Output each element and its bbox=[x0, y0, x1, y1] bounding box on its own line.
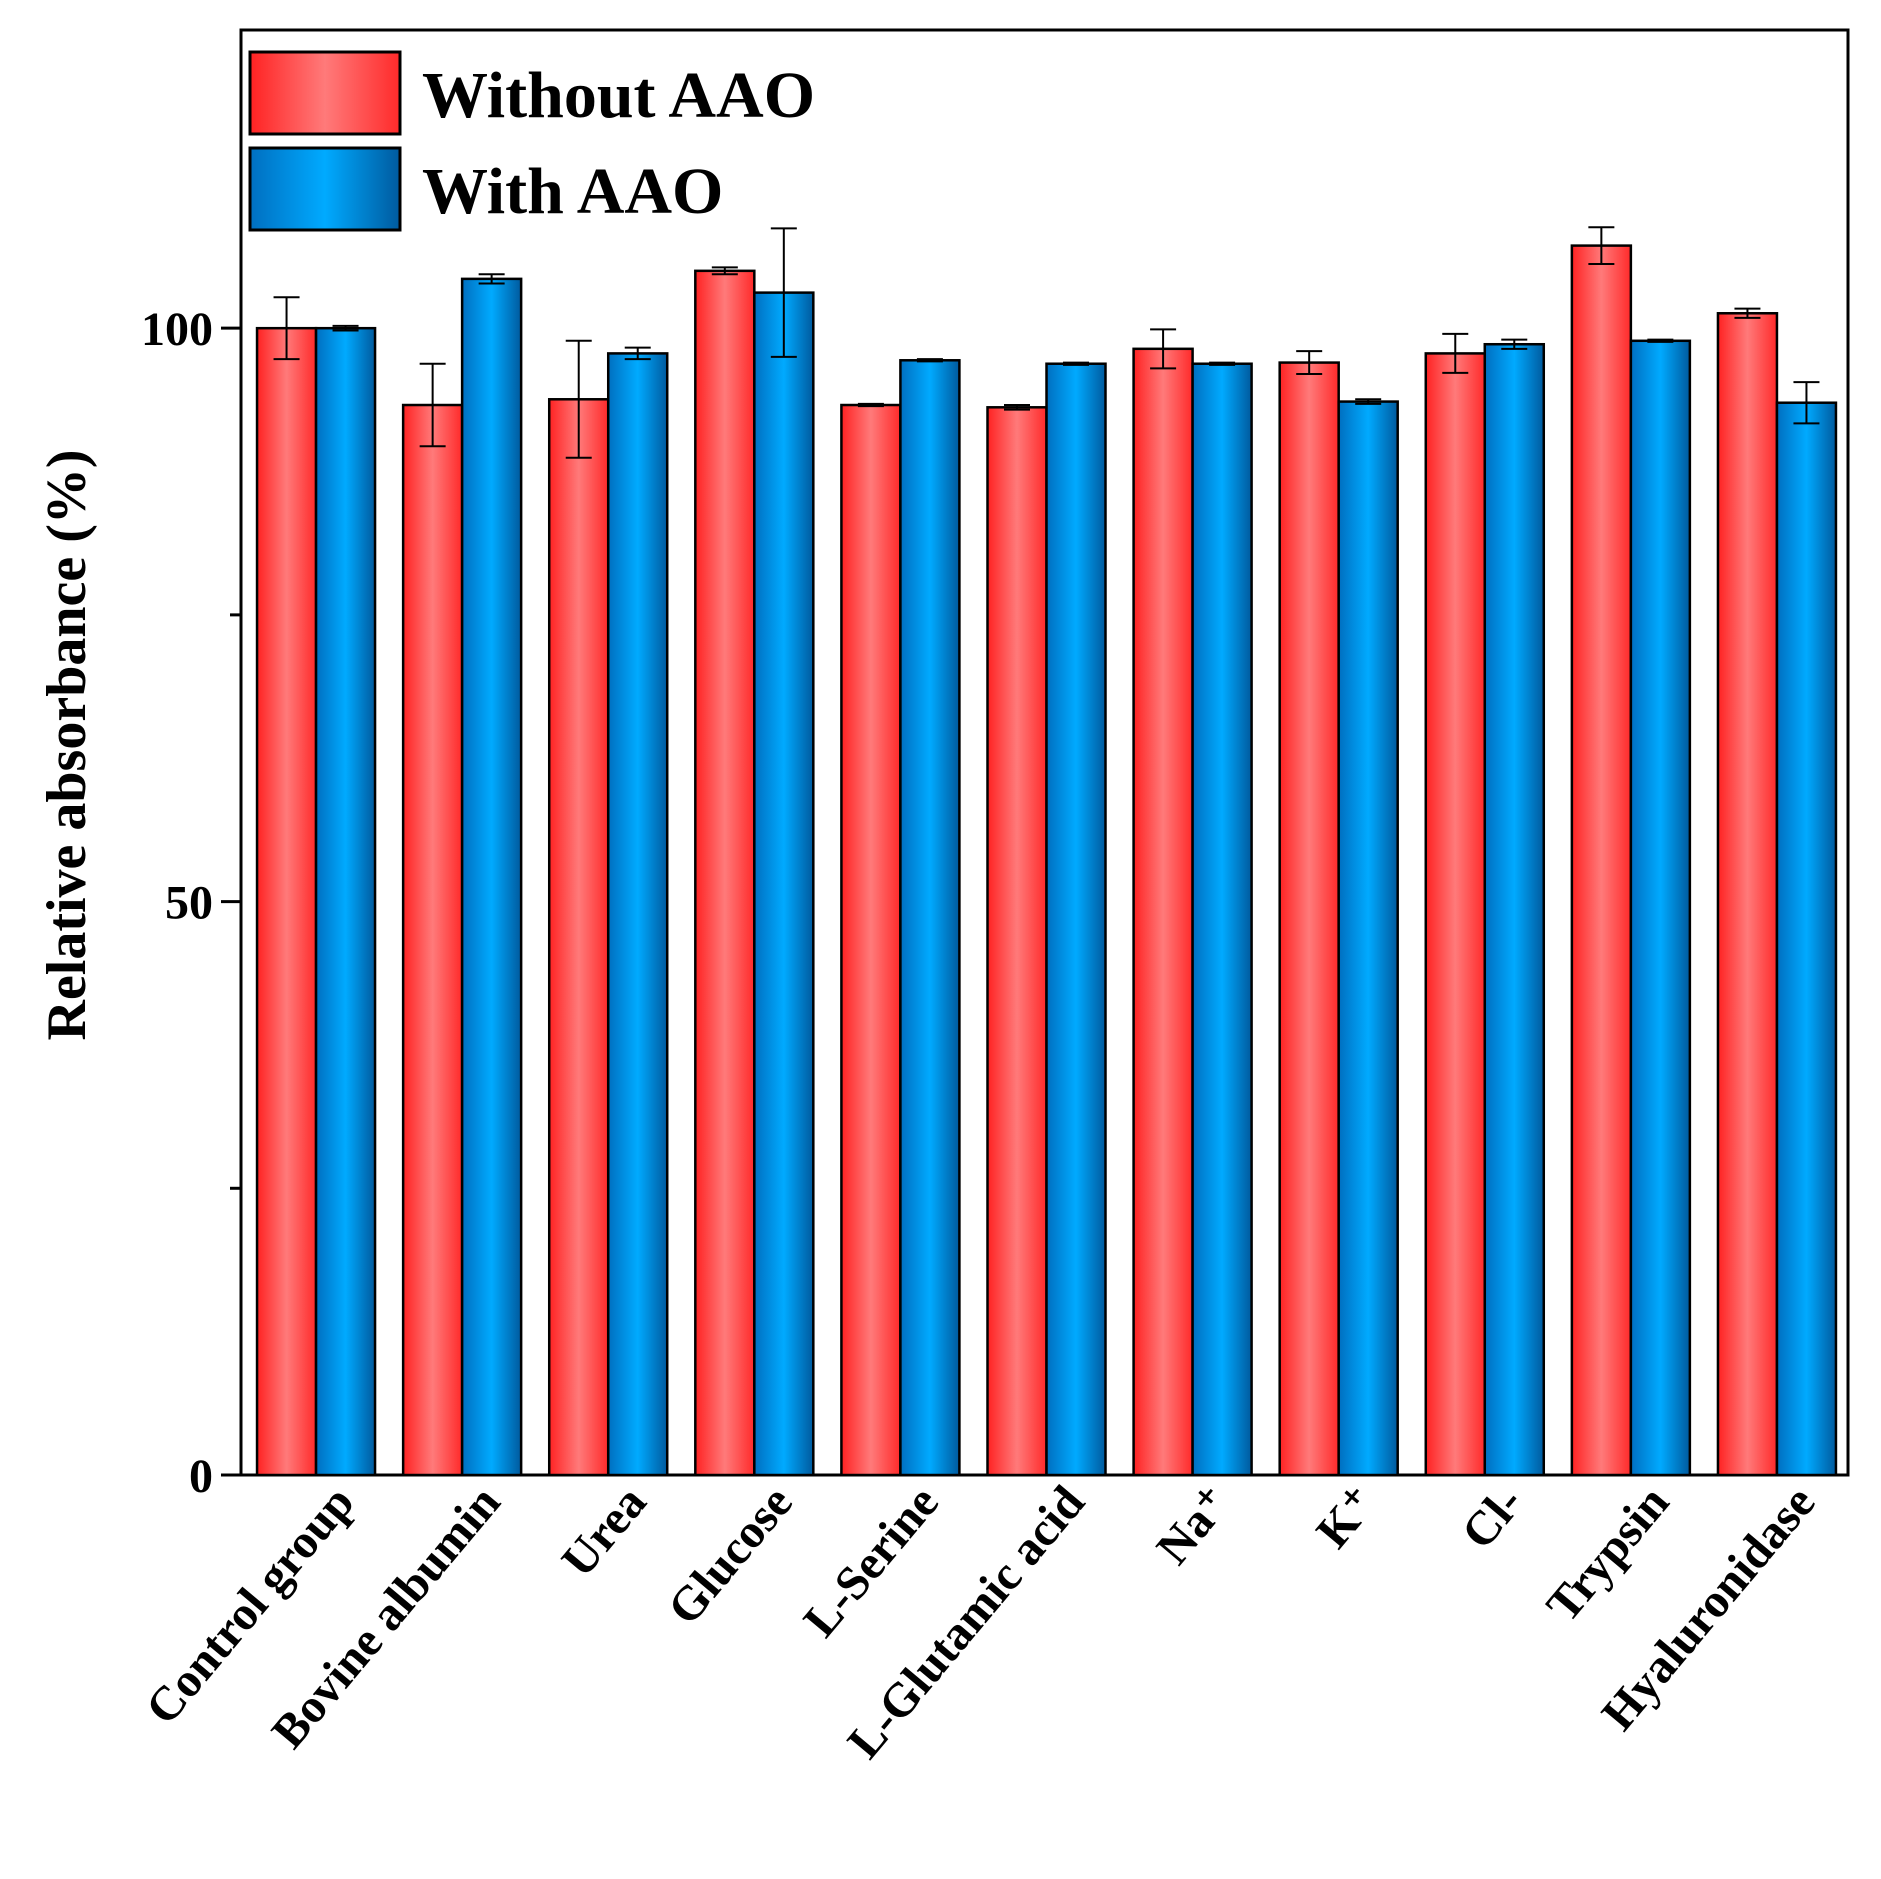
bar bbox=[1132, 347, 1194, 1477]
bar bbox=[1191, 362, 1253, 1477]
bar bbox=[1629, 339, 1692, 1477]
legend-swatch bbox=[248, 146, 402, 232]
bar bbox=[1483, 342, 1546, 1477]
bar bbox=[401, 403, 464, 1477]
bar bbox=[753, 291, 815, 1477]
bar bbox=[1775, 401, 1838, 1477]
bar bbox=[255, 326, 318, 1477]
bar bbox=[1716, 312, 1779, 1477]
bar bbox=[1045, 362, 1107, 1477]
legend: Without AAO With AAO bbox=[248, 50, 815, 232]
bar bbox=[899, 359, 961, 1477]
x-tick-label: K⁺ bbox=[1306, 1476, 1387, 1558]
bar bbox=[547, 398, 610, 1477]
x-tick-label: Cl- bbox=[1451, 1476, 1533, 1559]
bar bbox=[1278, 361, 1340, 1477]
bar bbox=[606, 352, 669, 1477]
y-tick-label: 100 bbox=[141, 303, 213, 356]
bar bbox=[986, 406, 1048, 1477]
error-bars bbox=[273, 226, 1820, 459]
bar bbox=[840, 403, 902, 1477]
bar bbox=[460, 277, 523, 1477]
y-tick-label: 50 bbox=[165, 877, 213, 930]
bars bbox=[255, 244, 1838, 1477]
x-tick-label: Urea bbox=[552, 1476, 657, 1587]
legend-label: Without AAO bbox=[422, 59, 815, 132]
bar bbox=[314, 326, 377, 1477]
x-tick-label: L-Serine bbox=[793, 1476, 948, 1647]
bar bbox=[1337, 400, 1399, 1477]
y-axis-title: Relative absorbance (%) bbox=[36, 449, 98, 1040]
x-tick-label: Trypsin bbox=[1536, 1476, 1679, 1632]
legend-swatch bbox=[248, 50, 402, 136]
x-tick-label: Glucose bbox=[658, 1476, 803, 1635]
legend-label: With AAO bbox=[422, 155, 723, 228]
bar bbox=[694, 269, 756, 1477]
bar bbox=[1424, 352, 1487, 1477]
bar bbox=[1570, 244, 1633, 1477]
x-tick-label: Na⁺ bbox=[1146, 1476, 1241, 1574]
y-tick-label: 0 bbox=[189, 1450, 213, 1503]
